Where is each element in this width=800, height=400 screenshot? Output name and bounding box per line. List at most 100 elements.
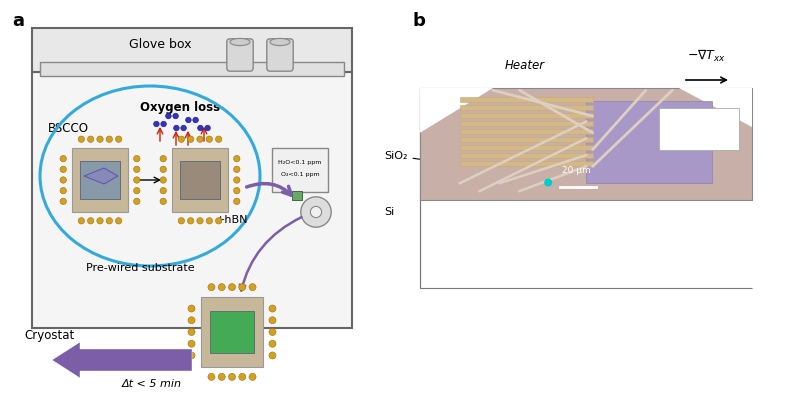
Circle shape [234,198,240,204]
Text: Glove box: Glove box [129,38,191,50]
Text: O₂<0.1 ppm: O₂<0.1 ppm [281,172,319,177]
Circle shape [269,328,276,336]
Circle shape [229,284,235,291]
Circle shape [166,113,171,119]
Polygon shape [460,105,593,110]
Circle shape [234,177,240,183]
Circle shape [234,156,240,162]
Circle shape [188,317,195,324]
Text: Δt < 5 min: Δt < 5 min [122,379,182,389]
Circle shape [208,373,215,380]
Circle shape [97,218,103,224]
Text: Heater: Heater [505,60,545,72]
Text: Oxygen loss: Oxygen loss [140,102,220,114]
Text: a: a [12,12,24,30]
Circle shape [60,188,66,194]
Text: BSCCO: BSCCO [48,122,89,134]
Circle shape [238,284,246,291]
Circle shape [215,136,222,142]
Circle shape [181,125,186,131]
Text: SiO₂: SiO₂ [384,151,422,161]
Circle shape [60,177,66,183]
Circle shape [544,178,552,186]
Circle shape [269,340,276,347]
Polygon shape [420,88,493,133]
Circle shape [206,136,213,142]
Text: +hBN: +hBN [216,215,249,225]
FancyBboxPatch shape [180,161,220,199]
Polygon shape [586,102,712,183]
Circle shape [188,340,195,347]
FancyBboxPatch shape [272,148,328,192]
FancyBboxPatch shape [266,39,293,71]
FancyBboxPatch shape [72,148,128,212]
Circle shape [115,136,122,142]
Circle shape [134,188,140,194]
FancyBboxPatch shape [80,161,120,199]
Polygon shape [460,137,593,142]
Polygon shape [460,121,593,126]
Circle shape [60,166,66,172]
FancyBboxPatch shape [201,297,262,367]
Polygon shape [460,129,593,134]
Circle shape [234,188,240,194]
Circle shape [134,156,140,162]
FancyBboxPatch shape [40,62,344,76]
Polygon shape [679,88,752,127]
Circle shape [87,136,94,142]
Circle shape [160,156,166,162]
Polygon shape [460,97,593,102]
Circle shape [87,218,94,224]
Circle shape [106,218,113,224]
Circle shape [186,117,191,123]
Polygon shape [460,161,593,166]
Circle shape [160,177,166,183]
Circle shape [218,373,226,380]
Polygon shape [659,108,738,150]
Circle shape [218,284,226,291]
FancyBboxPatch shape [210,311,254,353]
Circle shape [115,218,122,224]
Circle shape [97,136,103,142]
Circle shape [197,136,203,142]
Text: BSCCO: BSCCO [642,145,684,158]
Circle shape [60,198,66,204]
Circle shape [134,198,140,204]
Circle shape [160,198,166,204]
Circle shape [208,284,215,291]
Circle shape [154,121,159,127]
Polygon shape [460,113,593,118]
FancyBboxPatch shape [172,148,228,212]
Circle shape [134,166,140,172]
Circle shape [161,121,166,127]
Text: Cryostat: Cryostat [24,330,74,342]
Circle shape [205,125,210,131]
FancyBboxPatch shape [32,72,352,328]
FancyBboxPatch shape [292,191,302,200]
Polygon shape [32,28,352,72]
Circle shape [238,373,246,380]
Circle shape [269,317,276,324]
Text: Si: Si [384,207,394,217]
Polygon shape [460,153,593,158]
Circle shape [78,218,85,224]
Circle shape [269,305,276,312]
Circle shape [187,136,194,142]
Text: $-\nabla T_{xx}$: $-\nabla T_{xx}$ [687,48,726,64]
Ellipse shape [270,38,290,46]
Circle shape [206,218,213,224]
Circle shape [234,166,240,172]
Circle shape [193,117,198,123]
Circle shape [229,373,235,380]
Circle shape [134,177,140,183]
Circle shape [160,166,166,172]
Circle shape [188,352,195,359]
Ellipse shape [230,38,250,46]
Text: b: b [412,12,425,30]
Polygon shape [460,145,593,150]
Circle shape [60,156,66,162]
Circle shape [160,188,166,194]
Circle shape [174,125,179,131]
Polygon shape [420,88,752,200]
Text: H₂O<0.1 ppm: H₂O<0.1 ppm [278,160,322,165]
